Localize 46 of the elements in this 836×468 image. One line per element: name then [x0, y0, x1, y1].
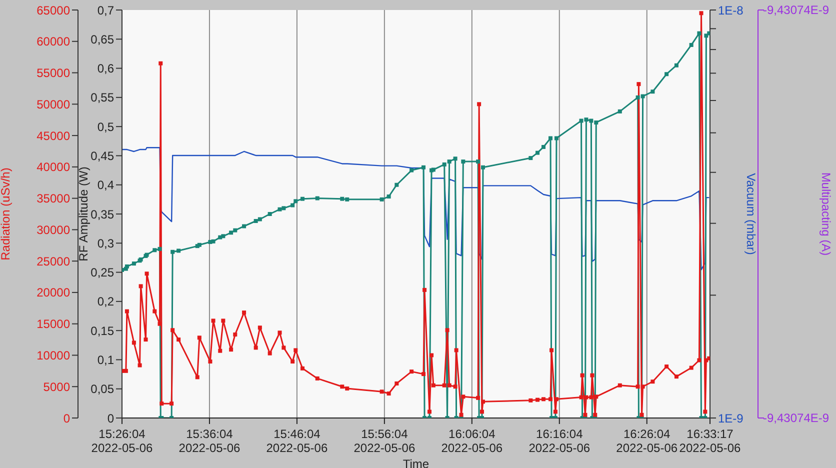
y-tick-label: 55000 — [36, 66, 70, 80]
y2-tick-label: 0,3 — [97, 236, 114, 250]
y-tick-label: 20000 — [36, 286, 70, 300]
y-tick-label: 0 — [63, 411, 70, 426]
y2-tick-label: 0,45 — [90, 148, 114, 163]
x-tick-label: 15:36:04 2022-05-06 — [178, 427, 240, 455]
y2-tick-label: 0,65 — [90, 32, 114, 46]
y2-tick-label: 0,5 — [97, 120, 114, 134]
y2-tick-label: 0,05 — [90, 382, 114, 396]
x-tick-label: 15:26:04 2022-05-06 — [91, 427, 154, 455]
x-tick-label: 16:26:04 2022-05-06 — [616, 427, 678, 455]
x-axis-title: Time — [402, 457, 430, 468]
y2-tick-label: 0,55 — [90, 90, 114, 105]
y2-tick-label: 0,35 — [90, 207, 114, 222]
y2-tick-label: 0,1 — [97, 352, 114, 367]
y2-tick-label: 0,6 — [97, 62, 114, 76]
y-tick-label: 10000 — [36, 348, 70, 362]
y3-tick-label: 1E-9 — [718, 411, 744, 426]
y-axis-title: Radiation (uSv/h) — [0, 168, 12, 260]
y2-tick-label: 0 — [107, 411, 114, 426]
x-tick-label: 16:16:04 2022-05-06 — [528, 427, 590, 455]
y2-tick-label: 0,15 — [90, 324, 114, 338]
x-tick-label: 16:33:17 2022-05-06 — [679, 427, 742, 455]
text: Multipacting (A) — [819, 172, 833, 256]
y2-tick-label: 0,4 — [97, 178, 114, 192]
y3-tick-label: 1E-8 — [718, 3, 744, 18]
y2-tick-label: 0,7 — [97, 3, 114, 18]
y-tick-label: 45000 — [36, 128, 70, 143]
y-tick-label: 35000 — [36, 192, 70, 206]
y-tick-label: 5000 — [43, 380, 70, 394]
y-tick-label: 25000 — [36, 254, 70, 268]
x-tick-label: 15:46:04 2022-05-06 — [266, 427, 328, 455]
y2-axis-title: RF Amplitude (W) — [76, 166, 90, 262]
y-tick-label: 50000 — [36, 97, 70, 112]
y3-axis-title: Vacuum (mbar) — [744, 173, 758, 255]
text: -9,43074E-9 — [763, 411, 830, 425]
y-tick-label: 15000 — [36, 317, 70, 332]
y2-tick-label: 0,25 — [90, 266, 114, 280]
y2-tick-label: 0,2 — [97, 294, 114, 309]
x-tick-label: 16:06:04 2022-05-06 — [441, 427, 503, 455]
y-tick-label: 65000 — [36, 3, 70, 18]
y-tick-label: 30000 — [36, 222, 70, 237]
y-tick-label: 40000 — [36, 160, 70, 174]
x-tick-label: 15:56:04 2022-05-06 — [354, 427, 416, 455]
y-tick-label: 60000 — [36, 34, 70, 49]
text: -9,43074E-9 — [763, 3, 830, 17]
